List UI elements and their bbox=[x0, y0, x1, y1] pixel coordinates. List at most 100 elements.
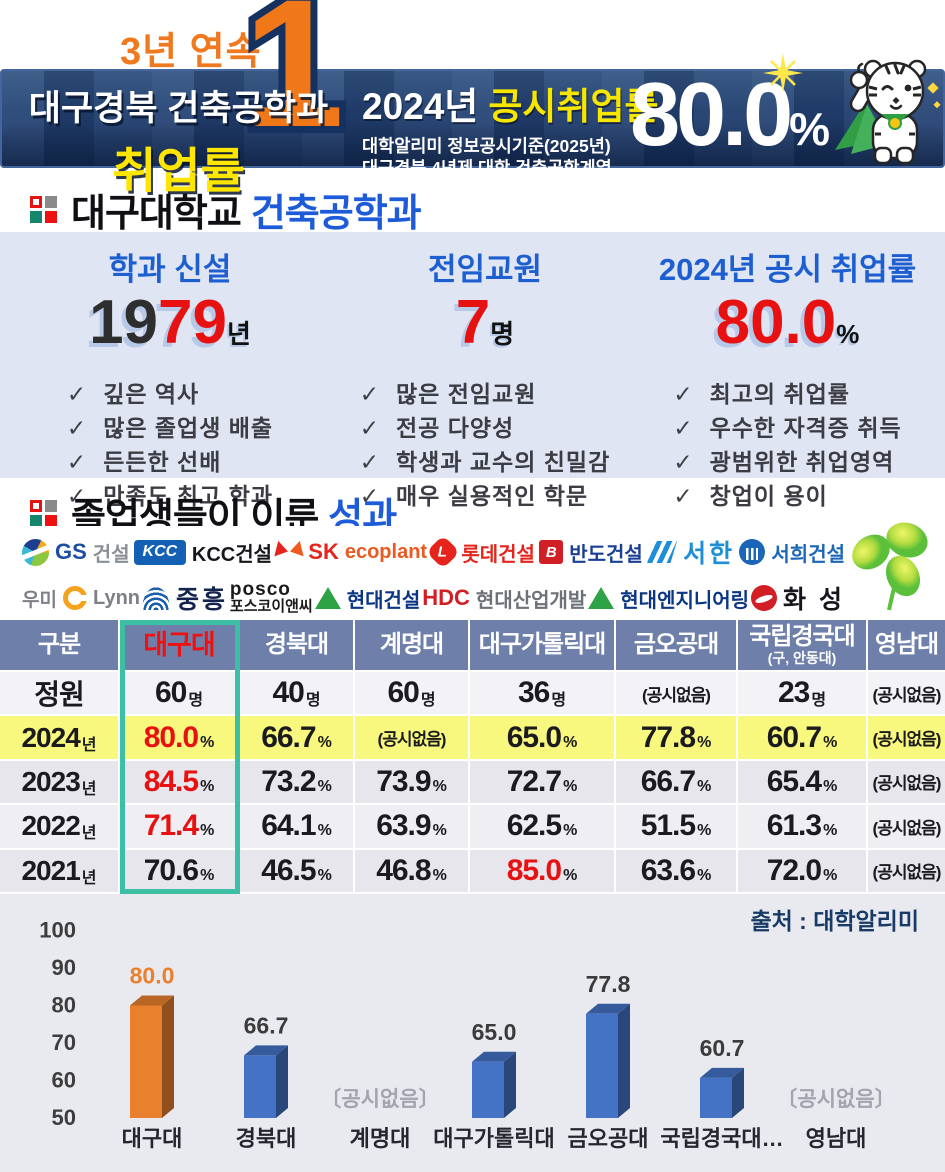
check-icon: ✓ bbox=[673, 415, 694, 441]
section1-title: 대구대학교 건축공학과 bbox=[30, 182, 422, 237]
bar-side-face bbox=[618, 1003, 630, 1118]
cell-value: 36 bbox=[517, 676, 550, 710]
checklist-item-label: 든든한 선배 bbox=[103, 449, 222, 475]
cell-value: 46.5 bbox=[261, 853, 316, 887]
partner-logo-jungheung-arch: 중흥 bbox=[141, 580, 228, 616]
table-cell: 71.4% bbox=[120, 805, 240, 850]
jungheung-arch-icon bbox=[141, 586, 170, 610]
banner-big-rate: 80.0% bbox=[630, 65, 831, 165]
logo-text-primary: SK bbox=[308, 539, 339, 564]
stat-column-0: 학과 신설 1979년 ✓ 깊은 역사 ✓ 많은 졸업생 배출 ✓ 든든한 선배 ✓ 만족도 최고… bbox=[0, 244, 340, 513]
partner-logo-green-triangle: 현대건설 bbox=[314, 584, 420, 613]
banner-notes: 대학알리미 정보공시기준(2025년) 대구경북 4년제 대학 건축공학계열 bbox=[362, 135, 659, 179]
column-label: 대구대 bbox=[143, 629, 216, 660]
partner-logo-seohee-circle: 서희건설 bbox=[739, 538, 845, 567]
cell-value: 66.7 bbox=[261, 720, 316, 754]
logo-pre-text: 우미 bbox=[22, 589, 57, 611]
table-cell: 72.7% bbox=[470, 760, 616, 806]
no-data-text: (공시없음) bbox=[872, 818, 942, 838]
stat-value-unit: 년 bbox=[227, 319, 251, 349]
stat-value: 7명 bbox=[340, 291, 630, 371]
table-cell: (공시없음) bbox=[868, 849, 945, 894]
check-icon: ✓ bbox=[66, 415, 88, 441]
cell-value: 72.0 bbox=[766, 853, 822, 887]
checklist-item: ✓ 많은 졸업생 배출 bbox=[67, 411, 273, 445]
y-axis-tick: 50 bbox=[52, 1105, 76, 1130]
bar-value-label: 66.7 bbox=[244, 1012, 289, 1038]
table-header-대구대: 대구대 bbox=[120, 620, 240, 672]
cell-value: 77.8 bbox=[640, 720, 696, 754]
squares-icon bbox=[30, 500, 57, 527]
cell-unit: 명 bbox=[305, 692, 321, 710]
row-label-suffix: 년 bbox=[81, 780, 97, 798]
logo-text-primary: HDC bbox=[422, 585, 470, 610]
cell-value: 60 bbox=[387, 676, 419, 710]
check-icon: ✓ bbox=[359, 415, 381, 441]
row-label-suffix: 년 bbox=[81, 869, 97, 887]
row-label-text: 2022 bbox=[21, 810, 80, 842]
partner-logos: GS 건설 KCC KCC건설 SK ecoplant L 롯데건설 B 반도건설 서한 서희건설 우… bbox=[0, 522, 945, 620]
sparkle-star-icon bbox=[763, 53, 803, 93]
lotte-l-icon: L bbox=[426, 535, 461, 569]
bar-top-face bbox=[586, 1003, 630, 1014]
logo-text: 롯데건설 bbox=[461, 543, 535, 566]
bar-대구가톨릭대 bbox=[472, 1061, 504, 1118]
cell-value: 73.2 bbox=[261, 764, 316, 798]
table-header-대구가톨릭대: 대구가톨릭대 bbox=[470, 620, 616, 672]
no-data-text: (공시없음) bbox=[377, 730, 447, 750]
logo-text-primary: posco bbox=[229, 579, 291, 600]
hwaseong-swirl-icon bbox=[751, 585, 778, 611]
cell-value: 64.1 bbox=[261, 809, 316, 843]
cell-value: 40 bbox=[272, 676, 304, 710]
table-cell: 72.0% bbox=[738, 849, 868, 894]
bar-top-face bbox=[700, 1067, 744, 1078]
table-cell: 73.2% bbox=[240, 760, 355, 806]
partner-logo-kcc-box: KCC KCC건설 bbox=[133, 538, 272, 567]
comparison-table-wrap: 구분 대구대 경북대 계명대 대구가톨릭대 금오공대 국립경국대 (구, 안동대) 영남대 정원 6… bbox=[0, 620, 945, 894]
partner-logos-row1: GS 건설 KCC KCC건설 SK ecoplant L 롯데건설 B 반도건설 서한 서희건설 bbox=[22, 532, 845, 572]
check-icon: ✓ bbox=[673, 483, 694, 509]
logo-text: 포스코이앤씨 bbox=[229, 598, 313, 615]
table-header-영남대: 영남대 bbox=[868, 620, 945, 672]
cell-unit: 명 bbox=[420, 692, 436, 710]
no-data-text: (공시없음) bbox=[642, 685, 711, 705]
logo-text: 화 성 bbox=[783, 586, 845, 614]
partner-logo-HDC: HDC 현대산업개발 bbox=[422, 584, 586, 613]
row-label-text: 2023 bbox=[21, 765, 80, 797]
checklist-item: ✓ 최고의 취업률 bbox=[673, 377, 901, 411]
table-cell: 36 명 bbox=[470, 672, 616, 717]
checklist-item: ✓ 든든한 선배 bbox=[67, 445, 273, 479]
category-label: 영남대 bbox=[806, 1126, 867, 1151]
category-label: 대구대 bbox=[122, 1126, 183, 1151]
comparison-table: 구분 대구대 경북대 계명대 대구가톨릭대 금오공대 국립경국대 (구, 안동대) 영남대 정원 6… bbox=[0, 620, 945, 894]
bar-top-face bbox=[244, 1045, 288, 1056]
bar-top-face bbox=[130, 995, 174, 1006]
table-cell: 61.3% bbox=[738, 805, 868, 850]
table-cell: 62.5% bbox=[470, 805, 616, 850]
table-cell: 65.0% bbox=[470, 716, 616, 761]
campus-photo-band bbox=[0, 69, 945, 168]
cell-unit: % bbox=[563, 822, 578, 840]
logo-text: 중흥 bbox=[175, 586, 228, 614]
column-label: 경북대 bbox=[264, 631, 329, 659]
cell-unit: % bbox=[823, 866, 838, 884]
check-icon: ✓ bbox=[359, 381, 381, 407]
seohan-waves-icon bbox=[647, 541, 678, 563]
bando-b-icon: B bbox=[539, 540, 564, 564]
y-axis-tick: 70 bbox=[52, 1030, 76, 1055]
bar-top-face bbox=[472, 1051, 516, 1062]
banner-note-2: 대구경북 4년제 대학 건축공학계열 bbox=[362, 158, 612, 178]
table-cell: 64.1% bbox=[240, 805, 355, 850]
checklist-item: ✓ 우수한 자격증 취득 bbox=[673, 411, 901, 445]
row-label-text: 2024 bbox=[21, 721, 80, 753]
cell-unit: % bbox=[563, 866, 578, 884]
table-cell: 66.7% bbox=[240, 716, 355, 761]
stat-checklist: ✓ 깊은 역사 ✓ 많은 졸업생 배출 ✓ 든든한 선배 ✓ 만족도 최고 학과 bbox=[67, 377, 273, 513]
bar-value-label: 80.0 bbox=[130, 963, 175, 989]
partner-logo-seohan-waves: 서한 bbox=[647, 534, 735, 570]
column-sublabel: (구, 안동대) bbox=[767, 650, 837, 667]
stat-value: 1979년 bbox=[0, 291, 340, 371]
chart-no-data-label: 〔공시없음〕 bbox=[776, 1087, 895, 1111]
